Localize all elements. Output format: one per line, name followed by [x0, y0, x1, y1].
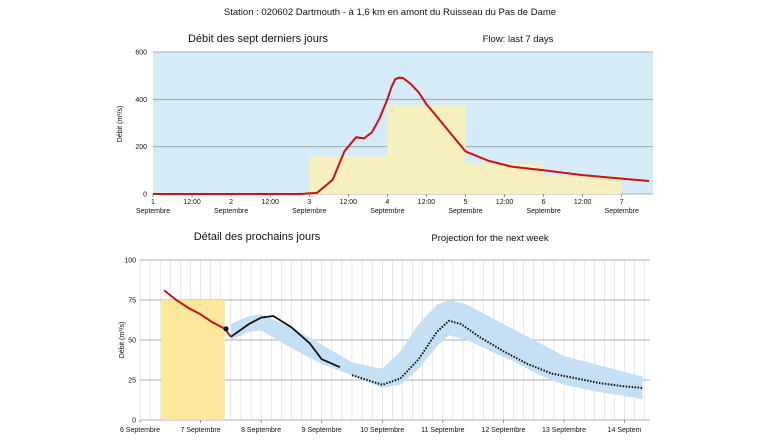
top-x-tick: 3	[307, 199, 311, 206]
bottom-y-tick: 100	[124, 258, 136, 265]
top-x-tick-sub: Septembre	[527, 208, 561, 215]
bottom-x-tick: 8 Septembre	[241, 427, 281, 434]
top-x-tick: 1	[151, 199, 155, 206]
bottom-x-tick: 11 Septembre	[421, 427, 465, 434]
top-x-tick-sub: Septembre	[214, 208, 248, 215]
top-x-tick: 12:00	[183, 199, 201, 206]
top-x-tick: 5	[464, 199, 468, 206]
top-x-tick-sub: Septembre	[136, 208, 170, 215]
observed-period-bar	[161, 300, 225, 420]
bottom-x-tick: 13 Septembre	[542, 427, 586, 434]
top-y-tick: 600	[135, 50, 147, 57]
bottom-y-tick: 75	[128, 298, 136, 305]
top-chart-title: Débit des sept derniers jours	[188, 33, 329, 45]
bottom-x-tick-labels: 6 Septembre 7 Septembre 8 Septembre 9 Septe…	[120, 420, 642, 434]
top-x-tick: 12:00	[496, 199, 514, 206]
top-x-tick-labels: 1 Septembre 12:00 2 Septembre 12:00 3 Septembre…	[136, 194, 639, 215]
top-chart-subtitle: Flow: last 7 days	[483, 34, 554, 45]
top-y-axis-label: Débit (m³/s)	[117, 106, 124, 143]
bottom-x-tick: 12 Septembre	[481, 427, 525, 434]
bottom-chart-title: Détail des prochains jours	[194, 231, 321, 243]
top-x-tick-sub: Septembre	[292, 208, 326, 215]
bottom-y-axis-label: Débit (m³/s)	[119, 322, 126, 359]
current-value-point	[223, 326, 229, 332]
forecast-uncertainty-band	[230, 300, 643, 400]
last-7-days-chart: 0 200 400 600 1 Septembre 12:00 2 Septembre 12:0…	[117, 33, 653, 215]
top-x-tick: 12:00	[340, 199, 358, 206]
top-y-tick-labels: 0 200 400 600	[135, 50, 147, 199]
top-daily-bars	[309, 105, 622, 194]
bottom-y-tick-labels: 0 25 50 75 100	[124, 258, 136, 425]
top-y-tick: 200	[135, 144, 147, 151]
top-daily-bar	[387, 105, 466, 194]
forecast-line-solid	[230, 315, 341, 369]
bottom-x-tick: 14 Septem	[608, 427, 642, 434]
top-y-tick: 400	[135, 97, 147, 104]
top-x-tick-sub: Septembre	[448, 208, 482, 215]
bottom-y-tick: 25	[128, 378, 136, 385]
bottom-y-tick: 0	[132, 418, 136, 425]
top-x-tick: 12:00	[261, 199, 279, 206]
next-week-chart: 0 25 50 75 100 6 Septembre 7 Septembre 8 Septe…	[119, 231, 650, 434]
bottom-x-tick: 6 Septembre	[120, 427, 160, 434]
bottom-chart-subtitle: Projection for the next week	[431, 233, 548, 244]
bottom-y-tick: 50	[128, 338, 136, 345]
top-daily-bar	[543, 176, 622, 194]
bottom-x-tick: 10 Septembre	[360, 427, 404, 434]
bottom-x-tick: 9 Septembre	[302, 427, 342, 434]
top-x-tick: 7	[620, 199, 624, 206]
top-x-tick: 12:00	[418, 199, 436, 206]
top-daily-bar	[465, 163, 544, 194]
top-x-tick: 6	[542, 199, 546, 206]
top-x-tick: 12:00	[574, 199, 592, 206]
top-y-tick: 0	[143, 192, 147, 199]
station-title: Station : 020602 Dartmouth - à 1,6 km en…	[224, 7, 556, 18]
top-flow-line	[153, 76, 650, 195]
top-x-tick-sub: Septembre	[605, 208, 639, 215]
top-x-tick-sub: Septembre	[370, 208, 404, 215]
top-x-tick: 2	[229, 199, 233, 206]
top-x-tick: 4	[385, 199, 389, 206]
bottom-x-tick: 7 Septembre	[181, 427, 221, 434]
